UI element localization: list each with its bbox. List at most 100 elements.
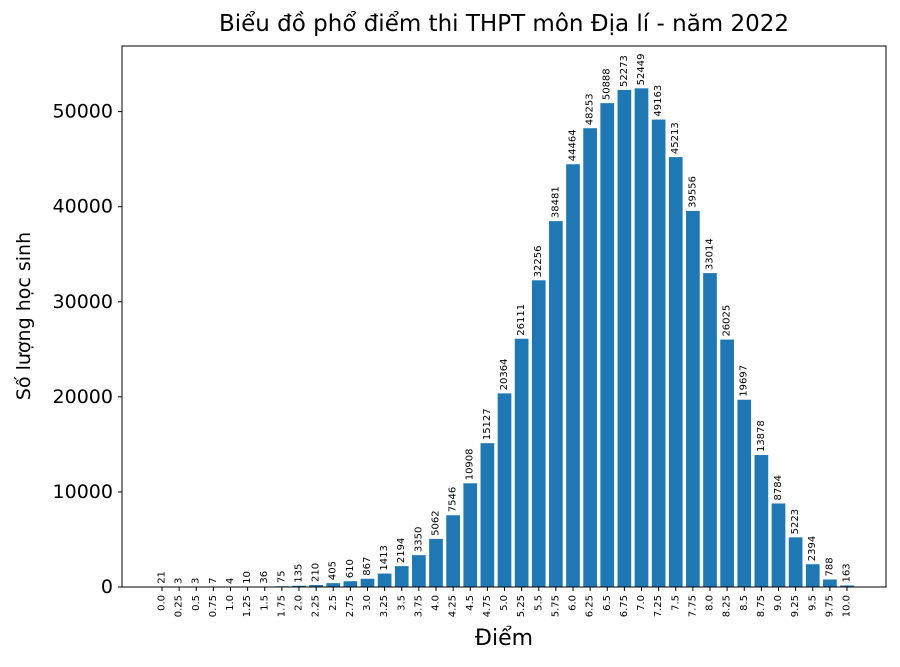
y-tick-label: 40000 [53,196,113,218]
x-tick-label: 3.0 [362,595,373,611]
x-tick-label: 0.25 [174,595,185,617]
x-tick-label: 0.75 [208,595,219,617]
bar [549,221,563,588]
bar-value-label: 36 [259,571,270,584]
bar-value-label: 2394 [807,536,818,561]
bar [823,579,837,587]
bar-value-label: 26025 [722,305,733,337]
x-tick-label: 9.0 [773,595,784,611]
bar-value-label: 3 [174,578,185,584]
bar-value-label: 2194 [396,538,407,563]
x-tick-label: 3.25 [379,595,390,617]
y-tick-label: 20000 [53,386,113,408]
y-tick-label: 50000 [53,101,113,123]
x-tick-label: 4.75 [482,595,493,617]
x-axis-label: Điểm [475,626,533,651]
bar-value-label: 26111 [516,304,527,336]
x-tick-label: 4.5 [465,595,476,611]
bar [617,89,632,587]
x-tick-label: 2.75 [345,595,356,617]
bar [788,537,803,587]
x-tick-label: 7.75 [687,595,698,617]
x-tick-label: 9.25 [790,595,801,617]
bar [412,555,426,587]
bar-value-label: 38481 [550,186,561,218]
bar-value-label: 15127 [482,408,493,440]
x-tick-label: 8.0 [705,595,716,611]
x-tick-label: 7.0 [636,595,647,611]
x-tick-label: 1.5 [259,595,270,611]
bar-value-label: 867 [362,557,373,576]
bar-value-label: 20364 [499,359,510,391]
bar-value-label: 49163 [653,85,664,117]
x-tick-label: 4.25 [448,595,459,617]
bar [360,578,375,587]
x-tick-label: 9.5 [807,595,818,611]
bar-value-label: 788 [824,557,835,576]
bar-value-label: 1413 [379,545,390,570]
bar-value-label: 21 [157,571,168,584]
x-tick-label: 1.75 [276,595,287,617]
bar [754,455,769,587]
x-tick-label: 8.75 [756,595,767,617]
x-tick-label: 5.25 [516,595,527,617]
bar [600,103,615,587]
bar [840,585,854,587]
bar [463,483,478,587]
bar-value-label: 7 [208,578,219,584]
x-tick-label: 6.25 [585,595,596,617]
bar [497,393,512,587]
bar-value-label: 48253 [585,93,596,125]
bar-value-label: 3350 [413,527,424,552]
bar-value-label: 44464 [568,129,579,161]
x-tick-label: 5.5 [533,595,544,611]
y-tick-label: 0 [101,576,113,598]
bar [651,119,666,588]
bar-value-label: 19697 [739,365,750,397]
bar-value-label: 75 [276,571,287,584]
x-tick-label: 2.5 [328,595,339,611]
x-tick-label: 7.5 [670,595,681,611]
bar-value-label: 8784 [773,475,784,500]
bar-value-label: 4 [225,578,236,584]
plot-area: 0 10000 20000 30000 40000 50000 0.0 0.25 0.5 0.75… [53,45,887,617]
x-tick-label: 2.0 [294,595,305,611]
bar-value-label: 3 [191,578,202,584]
x-tick-label: 3.5 [396,595,407,611]
chart-title: Biểu đồ phổ điểm thi THPT môn Địa lí - n… [219,11,789,37]
bar [771,503,786,587]
x-tick-label: 6.0 [568,595,579,611]
bar [446,515,460,587]
bar-value-label: 135 [294,564,305,583]
bar [566,164,580,587]
bar [668,157,683,587]
x-tick-label: 9.75 [824,595,835,617]
bar-value-label: 32256 [533,246,544,278]
bar-value-label: 10908 [465,448,476,480]
bar-value-label: 210 [311,563,322,582]
bar [583,128,597,587]
y-axis-label: Số lượng học sinh [13,232,35,400]
x-tick-label: 2.25 [311,595,322,617]
x-tick-label: 1.0 [225,595,236,611]
x-tick-label: 6.5 [602,595,613,611]
x-tick-label: 4.0 [431,595,442,611]
bar [737,399,752,587]
bar [309,585,323,587]
bar [686,210,700,588]
y-tick-label: 30000 [53,291,113,313]
bar-value-label: 45213 [670,122,681,154]
bar [531,280,546,587]
bar-value-label: 39556 [687,176,698,208]
x-tick-label: 7.25 [653,595,664,617]
bar [326,583,341,587]
x-tick-label: 10.0 [842,595,853,617]
bar [514,338,529,587]
bar-value-label: 610 [345,559,356,578]
bar-value-label: 5223 [790,509,801,534]
bar [292,585,306,587]
bar [720,339,734,587]
bar-value-label: 52273 [619,55,630,87]
